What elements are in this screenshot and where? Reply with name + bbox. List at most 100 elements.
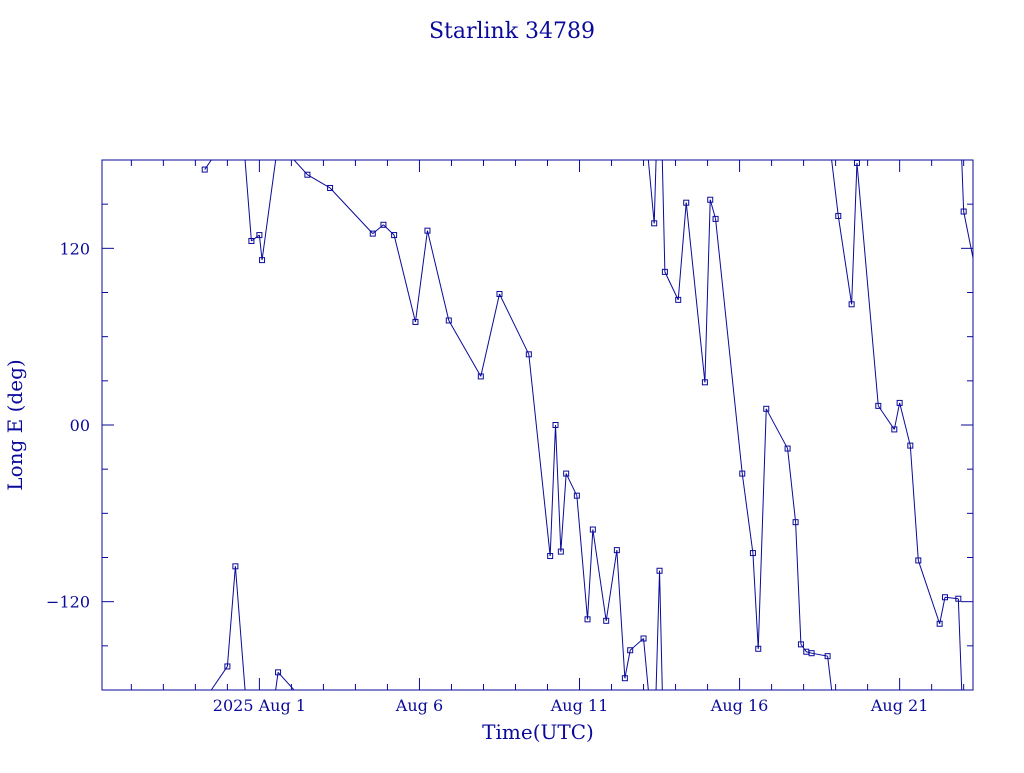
series-segment xyxy=(261,160,277,261)
data-point-marker xyxy=(955,595,962,602)
data-point-marker xyxy=(891,426,898,433)
y-tick-label: 00 xyxy=(70,416,90,435)
data-point-marker xyxy=(1009,443,1014,448)
data-point-marker xyxy=(707,196,714,203)
series-segment xyxy=(704,199,711,383)
series-segment xyxy=(909,445,919,561)
series-segment xyxy=(414,230,428,323)
series-segment xyxy=(549,424,557,557)
data-series xyxy=(201,160,1014,690)
series-segment xyxy=(659,570,663,690)
series-segment xyxy=(499,293,530,355)
data-point-marker xyxy=(224,663,231,670)
data-point-marker xyxy=(988,274,993,279)
x-axis-label: Time(UTC) xyxy=(482,720,594,744)
data-point-marker xyxy=(201,166,208,173)
data-point-marker xyxy=(275,669,282,676)
series-segment xyxy=(877,405,895,430)
series-segment xyxy=(528,354,551,557)
series-segment xyxy=(329,187,374,234)
data-point-marker xyxy=(369,230,376,237)
data-point-marker xyxy=(907,442,914,449)
series-segment xyxy=(939,597,946,624)
data-point-marker xyxy=(391,232,398,239)
data-point-marker xyxy=(525,351,532,358)
series-segment xyxy=(851,162,858,305)
y-tick-label: −120 xyxy=(46,593,90,612)
data-point-marker xyxy=(613,547,620,554)
series-segment xyxy=(448,320,482,377)
data-point-marker xyxy=(941,594,948,601)
series-segment xyxy=(664,271,679,301)
series-segment xyxy=(480,293,500,377)
data-point-marker xyxy=(477,373,484,380)
data-point-marker xyxy=(835,212,842,219)
series-segment xyxy=(555,424,562,552)
data-point-marker xyxy=(749,550,756,557)
series-segment xyxy=(372,224,384,234)
data-point-marker xyxy=(656,567,663,574)
data-point-marker xyxy=(380,221,387,228)
series-segment xyxy=(957,598,963,690)
series-segment xyxy=(587,529,594,620)
x-tick-label: Aug 11 xyxy=(550,696,609,715)
data-point-marker xyxy=(621,675,628,682)
series-segment xyxy=(560,473,567,552)
series-segment xyxy=(204,160,212,170)
series-segment xyxy=(757,408,767,649)
series-segment xyxy=(990,276,1011,445)
series-segment xyxy=(647,160,655,224)
series-segment xyxy=(709,199,717,220)
axes: 2025 Aug 1 Aug 6 Aug 11 Aug 16 Aug 21 120 00 −1… xyxy=(46,159,974,715)
data-point-marker xyxy=(259,257,266,264)
series-segment xyxy=(963,211,973,261)
data-point-marker xyxy=(784,445,791,452)
series-segment xyxy=(244,160,252,242)
data-point-marker xyxy=(603,617,610,624)
series-segment xyxy=(795,522,802,645)
series-segment xyxy=(800,644,807,653)
data-point-marker xyxy=(875,402,882,409)
data-point-marker xyxy=(557,548,564,555)
data-point-marker xyxy=(424,227,431,234)
data-point-marker xyxy=(412,318,419,325)
data-point-marker xyxy=(445,317,452,324)
series-segment xyxy=(661,160,666,272)
data-point-marker xyxy=(701,379,708,386)
series-segment xyxy=(961,160,965,212)
series-segment xyxy=(643,638,649,690)
data-point-marker xyxy=(232,563,239,570)
data-point-marker xyxy=(792,519,799,526)
series-segment xyxy=(616,550,626,679)
data-point-marker xyxy=(712,215,719,222)
data-point-marker xyxy=(661,268,668,275)
data-point-marker xyxy=(584,616,591,623)
data-point-marker xyxy=(304,171,311,178)
series-segment xyxy=(917,560,941,624)
data-point-marker xyxy=(675,296,682,303)
series-segment xyxy=(715,218,743,474)
data-point-marker xyxy=(640,635,647,642)
data-point-marker xyxy=(573,492,580,499)
series-segment xyxy=(210,666,228,690)
series-segment xyxy=(765,408,789,449)
data-point-marker xyxy=(739,470,746,477)
data-point-marker xyxy=(848,301,855,308)
series-segment xyxy=(234,566,246,690)
data-point-marker xyxy=(256,232,263,239)
series-segment xyxy=(752,553,759,649)
series-segment xyxy=(893,402,901,430)
data-point-marker xyxy=(651,220,658,227)
series-segment xyxy=(592,529,607,621)
series-segment xyxy=(677,202,687,300)
x-tick-label: Aug 6 xyxy=(395,696,443,715)
series-segment xyxy=(831,160,839,217)
series-segment xyxy=(251,234,260,242)
data-point-marker xyxy=(755,645,762,652)
series-segment xyxy=(741,473,754,554)
series-segment xyxy=(258,235,263,261)
data-point-marker xyxy=(936,620,943,627)
data-point-marker xyxy=(896,399,903,406)
